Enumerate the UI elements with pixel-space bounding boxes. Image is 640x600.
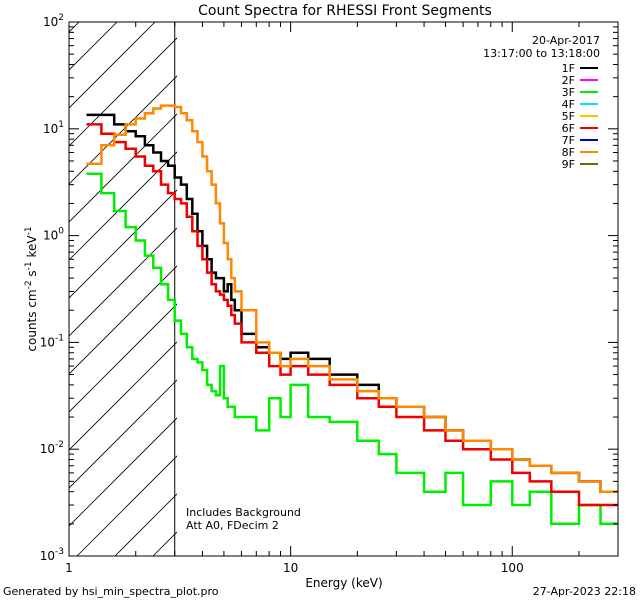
hatch-line: [69, 22, 156, 109]
x-tick-labels: 10 100: [283, 561, 524, 575]
x-tick-label: 10: [283, 561, 298, 575]
y-tick-label: 10-1: [40, 333, 64, 349]
time-range-label: 13:17:00 to 13:18:00: [483, 47, 600, 60]
y-label-exp2: -1: [24, 261, 34, 270]
hatch-line: [69, 189, 177, 299]
series-6F: [86, 123, 618, 507]
hatched-region: [69, 22, 177, 556]
hatch-line: [69, 227, 177, 337]
series-1F: [86, 113, 618, 493]
hatch-line: [69, 75, 177, 185]
y-label-mid2: keV: [25, 235, 39, 262]
axis-ticks: [68, 22, 619, 557]
y-tick-label: 101: [43, 120, 64, 136]
generator-label: Generated by hsi_min_spectra_plot.pro: [3, 585, 219, 598]
timestamp-label: 27-Apr-2023 22:18: [533, 585, 636, 598]
legend-label: 3F: [562, 86, 575, 99]
legend-label: 6F: [562, 122, 575, 135]
series-3F: [86, 172, 618, 526]
legend-label: 8F: [562, 146, 575, 159]
hatch-line: [76, 455, 177, 556]
annotation-background: Includes Background: [186, 506, 301, 519]
y-axis-label: counts cm-2 s-1 keV-1: [24, 226, 39, 351]
hatch-line: [69, 151, 177, 261]
y-label-main: counts cm: [25, 289, 39, 351]
y-label-mid1: s: [25, 270, 39, 280]
y-tick-labels: 102 101 100 10-1 10-2 10-3: [40, 13, 65, 563]
y-tick-label: 10-3: [40, 547, 64, 563]
hatch-line: [69, 417, 177, 527]
legend-label: 2F: [562, 74, 575, 87]
y-label-exp3: -1: [24, 226, 34, 235]
hatch-line: [69, 37, 177, 147]
annotation-attenuator: Att A0, FDecim 2: [186, 519, 279, 532]
legend-label: 1F: [562, 62, 575, 75]
series-group: [86, 104, 618, 526]
legend-label: 9F: [562, 158, 575, 171]
date-label: 20-Apr-2017: [532, 34, 600, 47]
legend-label: 5F: [562, 110, 575, 123]
y-label-exp1: -2: [24, 280, 34, 289]
x-tick-label: 100: [501, 561, 524, 575]
hatch-line: [69, 113, 177, 223]
y-tick-label: 10-2: [40, 440, 64, 456]
y-tick-label: 102: [43, 13, 64, 29]
x-tick-label-1: 1: [65, 561, 73, 575]
legend-label: 7F: [562, 134, 575, 147]
hatch-line: [69, 265, 177, 375]
y-tick-label: 100: [43, 227, 64, 243]
chart-title: Count Spectra for RHESSI Front Segments: [198, 3, 492, 19]
x-axis-label: Energy (keV): [305, 576, 382, 590]
hatch-line: [69, 379, 177, 489]
legend-label: 4F: [562, 98, 575, 111]
series-8F: [86, 104, 618, 493]
plot-frame: [68, 21, 619, 557]
